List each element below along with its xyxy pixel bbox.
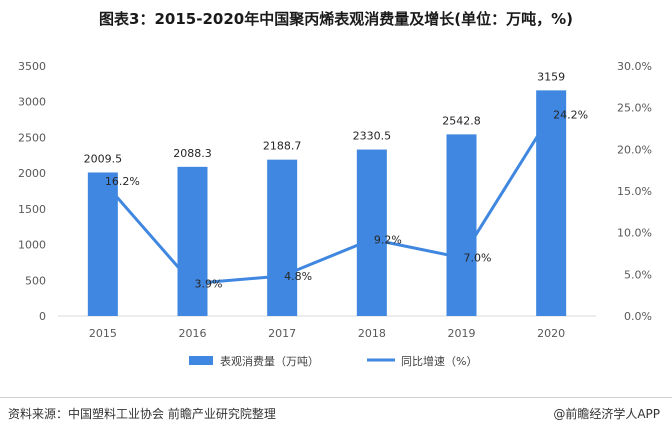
legend-label-bar: 表观消费量（万吨） xyxy=(220,354,319,368)
x-tick-label: 2017 xyxy=(268,327,296,340)
growth-line xyxy=(101,113,553,285)
bar xyxy=(536,90,567,316)
growth-point xyxy=(191,282,194,285)
x-tick-label: 2020 xyxy=(537,327,565,340)
brand-credit: @前瞻经济学人APP xyxy=(553,407,660,421)
growth-value-label: 3.9% xyxy=(195,278,223,291)
y-right-tick-label: 15.0% xyxy=(617,185,652,198)
y-left-tick-label: 2500 xyxy=(18,131,46,144)
y-left-tick-label: 2000 xyxy=(18,167,46,180)
growth-value-label: 9.2% xyxy=(374,233,402,246)
bar-layer xyxy=(87,90,567,316)
y-left-tick-label: 500 xyxy=(25,274,46,287)
bar-value-label: 2088.3 xyxy=(173,147,212,160)
growth-point xyxy=(549,112,553,116)
x-tick-label: 2015 xyxy=(89,327,117,340)
growth-point xyxy=(101,179,105,183)
y-left-tick-label: 0 xyxy=(39,310,46,323)
y-left-tick-label: 3000 xyxy=(18,96,46,109)
bar-value-label: 3159 xyxy=(537,70,565,83)
footer-divider xyxy=(0,397,672,398)
y-right-tick-label: 10.0% xyxy=(617,227,652,240)
bar xyxy=(356,149,387,316)
bar xyxy=(87,172,118,316)
x-tick-label: 2018 xyxy=(358,327,386,340)
y-left-tick-label: 3500 xyxy=(18,60,46,73)
chart-title: 图表3：2015-2020年中国聚丙烯表观消费量及增长(单位：万吨，%) xyxy=(99,10,573,28)
legend-label-line: 同比增速（%） xyxy=(401,354,477,368)
x-tick-label: 2016 xyxy=(179,327,207,340)
bar-value-label: 2188.7 xyxy=(263,140,302,153)
y-right-tick-label: 25.0% xyxy=(617,102,652,115)
growth-value-label: 7.0% xyxy=(464,252,492,265)
bar-value-label: 2009.5 xyxy=(84,152,123,165)
y-left-tick-label: 1500 xyxy=(18,203,46,216)
bar xyxy=(267,159,298,316)
line-layer xyxy=(101,112,553,285)
growth-point xyxy=(370,237,374,241)
axis-layer: 0 500 1000 1500 2000 2500 3000 3500 0.0% 5.0% 10.0… xyxy=(18,60,652,340)
bar-value-label: 2330.5 xyxy=(353,130,392,143)
growth-point xyxy=(280,274,284,278)
bar-value-label: 2542.8 xyxy=(442,114,481,127)
legend-swatch-bar xyxy=(189,356,213,365)
bar xyxy=(446,134,477,316)
combo-chart: 0 500 1000 1500 2000 2500 3000 3500 0.0% 5.0% 10.0… xyxy=(18,60,652,368)
y-right-tick-label: 0.0% xyxy=(624,310,652,323)
source-note: 资料来源：中国塑料工业协会 前瞻产业研究院整理 xyxy=(8,407,276,421)
y-right-tick-label: 20.0% xyxy=(617,143,652,156)
y-left-tick-label: 1000 xyxy=(18,239,46,252)
label-layer: 2009.5 2088.3 2188.7 2330.5 2542.8 3159 16.2% 3… xyxy=(84,70,589,290)
y-right-tick-label: 30.0% xyxy=(617,60,652,73)
legend: 表观消费量（万吨） 同比增速（%） xyxy=(189,354,477,368)
growth-value-label: 16.2% xyxy=(105,175,140,188)
bar xyxy=(177,166,208,316)
y-right-tick-label: 5.0% xyxy=(624,268,652,281)
growth-value-label: 4.8% xyxy=(284,270,312,283)
x-tick-label: 2019 xyxy=(448,327,476,340)
growth-point xyxy=(460,256,463,260)
growth-value-label: 24.2% xyxy=(553,108,588,121)
